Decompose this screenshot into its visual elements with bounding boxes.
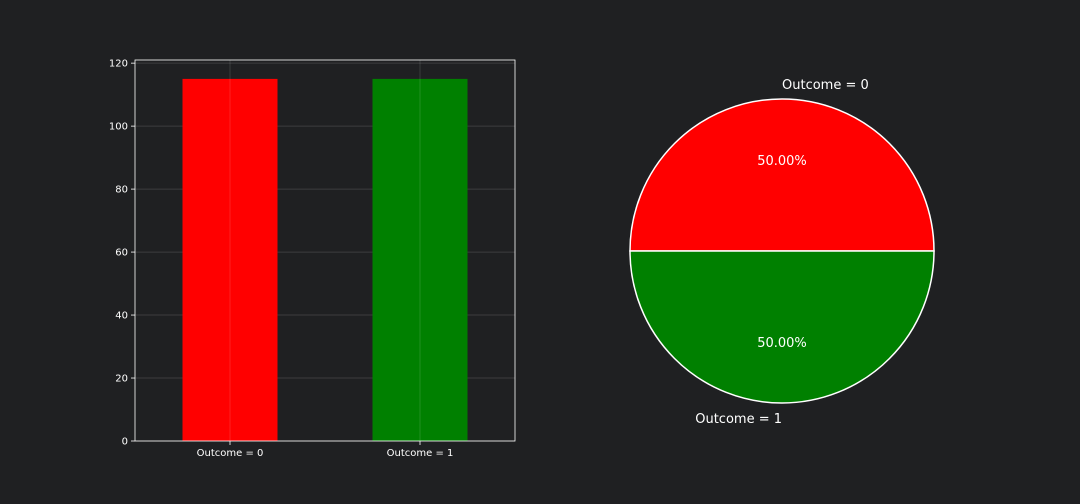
- pie-wedge: [629, 250, 935, 404]
- pie-wedge: [629, 98, 935, 252]
- y-tick-label: 60: [115, 248, 128, 259]
- bar-chart: 0 20 40 60 80 100 120 Outcome = 0 Outcome = 1: [109, 59, 516, 459]
- x-axis: Outcome = 0 Outcome = 1: [197, 441, 454, 459]
- bar-vertical-gridlines: [229, 60, 421, 441]
- y-tick-label: 20: [115, 374, 128, 385]
- y-tick-label: 120: [109, 59, 128, 70]
- pie-wedges: [629, 98, 935, 404]
- plot-frame: [134, 59, 516, 442]
- x-tick-label: Outcome = 0: [197, 448, 264, 459]
- bar: [182, 78, 278, 441]
- pie-percent-label: 50.00%: [757, 336, 807, 351]
- pie-percent-label: 50.00%: [757, 154, 807, 169]
- pie-chart: 50.00% Outcome = 0 50.00% Outcome = 1: [629, 78, 935, 427]
- y-axis: 0 20 40 60 80 100 120: [109, 59, 135, 448]
- pie-labels: 50.00% Outcome = 0 50.00% Outcome = 1: [695, 78, 869, 427]
- y-tick-label: 100: [109, 122, 128, 133]
- bars: [182, 78, 468, 441]
- y-tick-label: 0: [122, 437, 128, 448]
- y-tick-label: 80: [115, 185, 128, 196]
- pie-category-label: Outcome = 0: [782, 78, 869, 93]
- bar: [372, 78, 468, 441]
- y-tick-label: 40: [115, 311, 128, 322]
- pie-category-label: Outcome = 1: [695, 412, 782, 427]
- x-tick-label: Outcome = 1: [387, 448, 454, 459]
